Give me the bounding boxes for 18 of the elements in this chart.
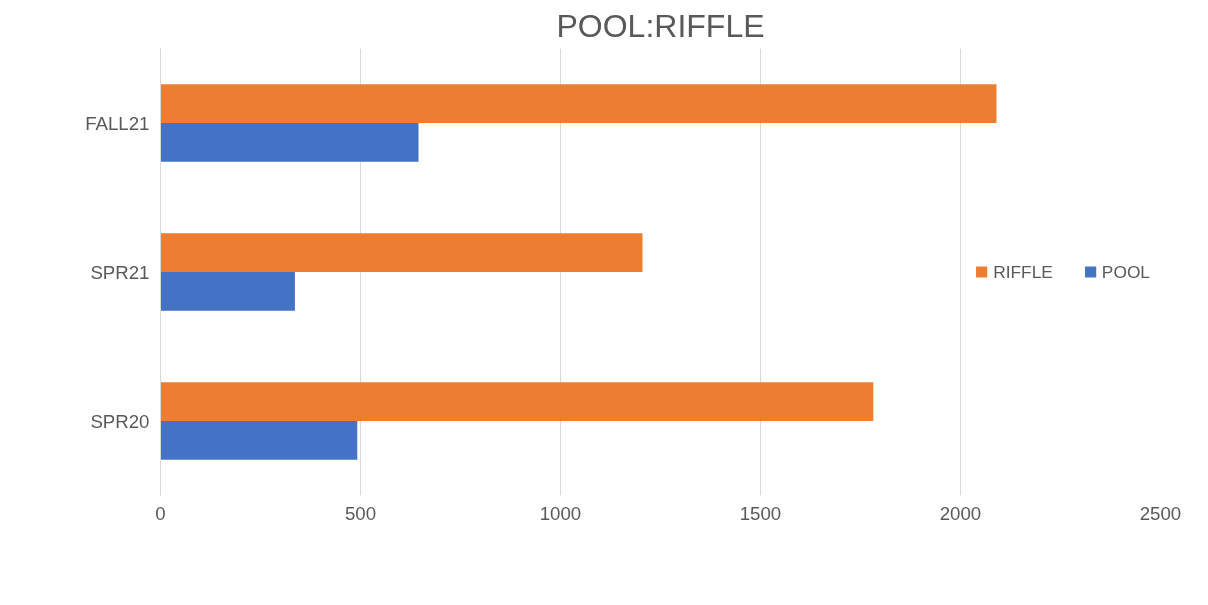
x-tick-label: 1000 <box>539 502 582 524</box>
bar <box>160 421 358 460</box>
legend-label: POOL <box>1101 261 1150 282</box>
x-tick-label: 1500 <box>739 502 782 524</box>
y-tick-label: SPR20 <box>90 410 150 432</box>
bar <box>160 84 997 123</box>
legend-label: RIFFLE <box>993 261 1053 282</box>
x-tick-label: 500 <box>344 502 377 524</box>
y-tick-label: FALL21 <box>85 112 150 134</box>
x-tick-label: 2000 <box>939 502 982 524</box>
y-tick-label: SPR21 <box>90 261 150 283</box>
bar <box>160 382 874 421</box>
bar <box>160 272 295 311</box>
chart-title: POOL:RIFFLE <box>556 7 765 44</box>
x-tick-label: 2500 <box>1139 502 1182 524</box>
bar <box>160 123 419 162</box>
bar <box>160 233 643 272</box>
x-tick-label: 0 <box>155 502 166 524</box>
